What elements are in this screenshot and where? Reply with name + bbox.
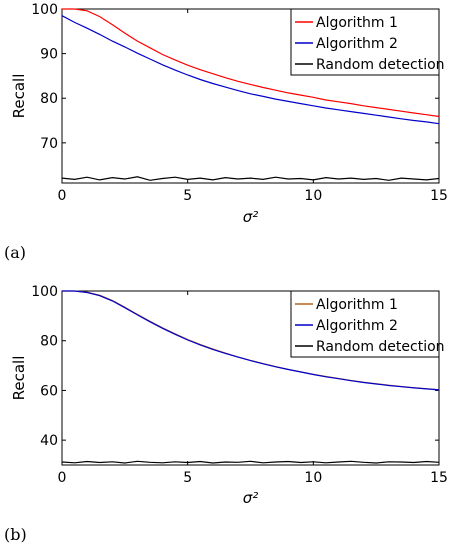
y-tick-label: 60 — [40, 383, 58, 399]
legend-entry: Algorithm 2 — [316, 318, 398, 334]
series-line-algorithm-2 — [62, 290, 440, 391]
y-tick-label: 90 — [40, 47, 58, 63]
y-tick-label: 80 — [40, 334, 58, 350]
legend-box — [290, 290, 440, 358]
x-tick-label: 15 — [430, 470, 448, 486]
plot-frame — [61, 290, 440, 466]
y-tick-label: 40 — [40, 433, 58, 449]
x-tick-label: 15 — [430, 188, 448, 204]
series-line-random-detection — [61, 176, 440, 181]
x-tick-label: 0 — [58, 470, 67, 486]
y-tick-label: 100 — [31, 284, 58, 300]
series-line-algorithm-2 — [61, 15, 440, 125]
legend-entry: Random detection — [316, 57, 445, 73]
panel-label: (b) — [4, 525, 27, 544]
y-axis-label: Recall — [10, 356, 28, 401]
x-tick-label: 5 — [183, 188, 192, 204]
x-axis-label: σ² — [243, 208, 259, 226]
legend-entry: Random detection — [316, 339, 445, 355]
legend-entry: Algorithm 1 — [316, 15, 398, 31]
series-line-random-detection — [61, 460, 440, 464]
y-tick-label: 80 — [40, 91, 58, 107]
x-tick-label: 10 — [304, 188, 322, 204]
y-tick-label: 100 — [31, 2, 58, 18]
y-tick-label: 70 — [40, 136, 58, 152]
x-axis-label: σ² — [243, 489, 259, 507]
legend-entry: Algorithm 2 — [316, 36, 398, 52]
plot-frame — [61, 8, 440, 184]
x-tick-label: 10 — [304, 470, 322, 486]
legend-box — [290, 8, 440, 76]
x-tick-label: 0 — [58, 188, 67, 204]
series-line-algorithm-1 — [62, 8, 440, 118]
x-tick-label: 5 — [183, 470, 192, 486]
y-axis-label: Recall — [10, 74, 28, 119]
chart-panel-a: 0 5 10 15 70 80 90 100 σ² Recall Algorithm 1 Algori… — [4, 2, 448, 262]
chart-panel-b: 0 5 10 15 40 60 80 100 σ² Recall Algorithm 1 Algori… — [4, 284, 448, 544]
legend-entry: Algorithm 1 — [316, 297, 398, 313]
panel-label: (a) — [4, 243, 26, 262]
